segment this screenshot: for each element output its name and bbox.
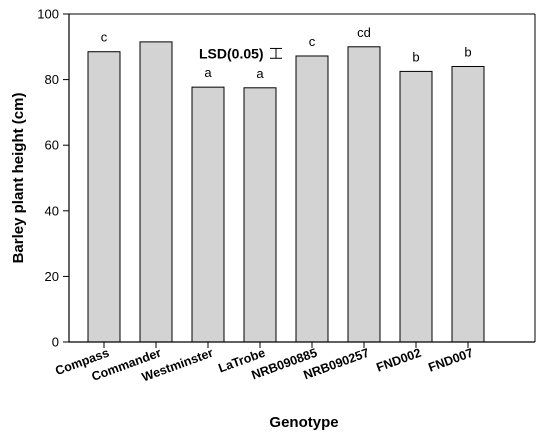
significance-letter: b xyxy=(464,44,471,59)
bar xyxy=(139,41,173,343)
significance-letter: cd xyxy=(357,25,371,40)
y-axis-ticks-group: 0 20 40 60 80 100 xyxy=(37,7,69,350)
bar xyxy=(295,55,329,343)
y-axis-title: Barley plant height (cm) xyxy=(10,93,27,264)
y-tick-label: 60 xyxy=(45,138,59,153)
x-axis-title: Genotype xyxy=(269,414,338,431)
significance-letter: b xyxy=(412,49,419,64)
x-tick-label: FND002 xyxy=(374,346,423,375)
bars-group xyxy=(87,41,485,343)
significance-letter: c xyxy=(101,30,108,45)
y-tick-label: 80 xyxy=(45,72,59,87)
bar xyxy=(347,46,381,343)
significance-letter: c xyxy=(309,34,316,49)
significance-letter: a xyxy=(204,65,212,80)
bar xyxy=(243,87,277,343)
bar xyxy=(399,70,433,343)
significance-letters-group: c a a c cd b b xyxy=(101,25,472,81)
significance-letter: a xyxy=(256,66,264,81)
bar xyxy=(87,51,121,343)
lsd-error-bar xyxy=(270,47,282,59)
bar xyxy=(451,65,485,343)
lsd-annotation: LSD(0.05) xyxy=(199,45,282,61)
y-tick-label: 0 xyxy=(52,335,59,350)
y-tick-label: 40 xyxy=(45,203,59,218)
y-tick-label: 20 xyxy=(45,269,59,284)
bar xyxy=(191,86,225,343)
y-tick-label: 100 xyxy=(37,7,59,22)
lsd-label: LSD(0.05) xyxy=(199,45,264,61)
x-tick-label: FND007 xyxy=(426,346,475,375)
